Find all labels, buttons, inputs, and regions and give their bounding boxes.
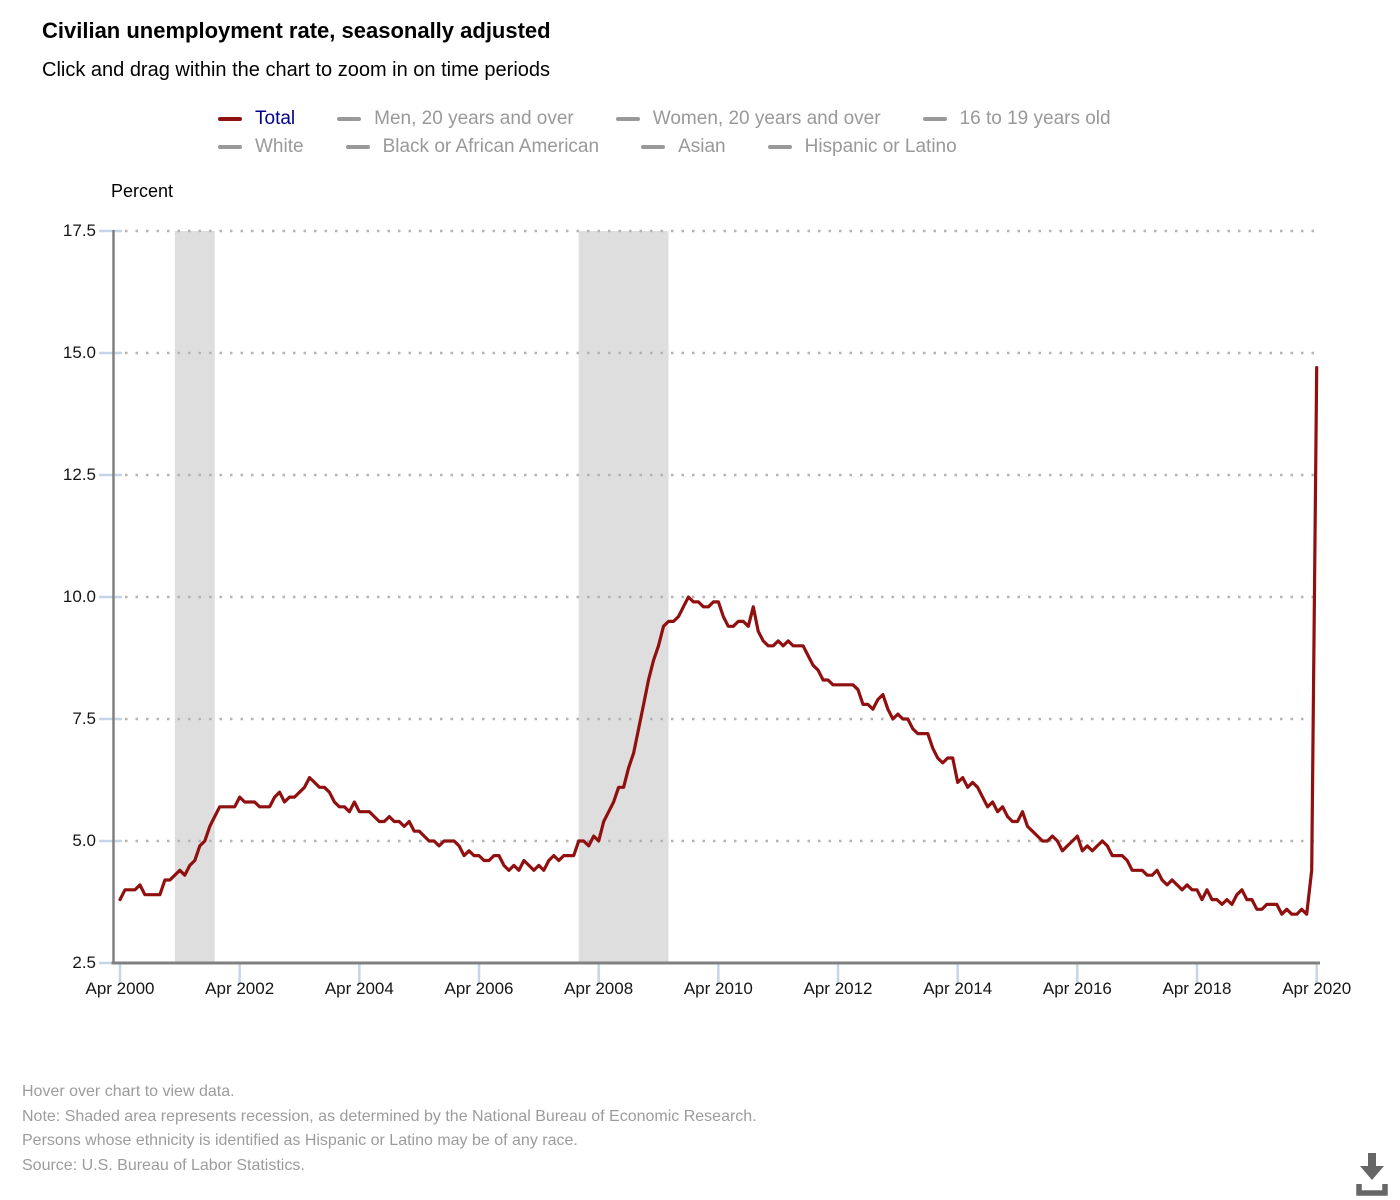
legend-swatch (218, 117, 242, 121)
legend-swatch (641, 145, 666, 149)
x-tick-label: Apr 2016 (1042, 979, 1112, 998)
legend-item-women-20-years-and-over[interactable]: Women, 20 years and over (615, 108, 881, 130)
x-tick-label: Apr 2014 (923, 979, 993, 998)
footer-note-recession: Note: Shaded area represents recession, … (22, 1107, 757, 1125)
y-tick-label: 12.5 (62, 465, 96, 484)
download-button[interactable] (1350, 1146, 1394, 1198)
legend-label: Women, 20 years and over (652, 108, 881, 129)
legend: Total Men, 20 years and over Women, 20 yea… (218, 105, 1278, 161)
x-tick-label: Apr 2018 (1162, 979, 1232, 998)
x-tick-label: Apr 2010 (683, 979, 753, 998)
legend-item-black-or-african-american[interactable]: Black or African American (345, 136, 600, 158)
x-tick-label: Apr 2000 (85, 979, 155, 998)
y-tick-label: 10.0 (62, 587, 96, 606)
legend-swatch (337, 117, 362, 121)
y-tick-label: 17.5 (62, 221, 96, 240)
legend-label: Hispanic or Latino (804, 136, 957, 157)
legend-item-asian[interactable]: Asian (641, 136, 726, 158)
legend-label: Asian (678, 136, 726, 157)
page-subtitle: Click and drag within the chart to zoom … (42, 59, 551, 81)
x-tick-label: Apr 2020 (1282, 979, 1352, 998)
y-tick-label: 7.5 (72, 709, 96, 728)
footer-source: Source: U.S. Bureau of Labor Statistics. (22, 1156, 305, 1174)
x-tick-label: Apr 2006 (444, 979, 514, 998)
footer-notes: Hover over chart to view data. Note: Sha… (22, 1080, 757, 1178)
chart-plot-area[interactable] (114, 231, 1321, 963)
y-tick-label: 2.5 (72, 953, 96, 972)
download-icon (1356, 1153, 1388, 1196)
legend-item-white[interactable]: White (218, 136, 304, 158)
x-tick-label: Apr 2004 (324, 979, 394, 998)
legend-label: White (255, 136, 304, 157)
y-axis-unit-label: Percent (111, 181, 174, 201)
legend-item-men-20-years-and-over[interactable]: Men, 20 years and over (337, 108, 574, 130)
footer-note-ethnicity: Persons whose ethnicity is identified as… (22, 1132, 578, 1149)
legend-label: Total (255, 108, 296, 129)
legend-swatch (345, 145, 370, 149)
y-tick-label: 15.0 (62, 343, 96, 362)
page-title: Civilian unemployment rate, seasonally a… (42, 18, 551, 43)
legend-item-total[interactable]: Total (218, 108, 295, 130)
legend-swatch (218, 145, 242, 149)
legend-swatch (767, 145, 792, 149)
footer-hover-hint: Hover over chart to view data. (22, 1083, 235, 1100)
y-tick-label: 5.0 (72, 831, 96, 850)
legend-label: Men, 20 years and over (374, 108, 574, 129)
x-tick-label: Apr 2008 (564, 979, 634, 998)
legend-label: 16 to 19 years old (959, 108, 1111, 129)
legend-swatch (922, 117, 947, 121)
x-tick-label: Apr 2012 (803, 979, 873, 998)
legend-swatch (615, 117, 640, 121)
legend-item-hispanic-or-latino[interactable]: Hispanic or Latino (767, 136, 957, 158)
x-tick-label: Apr 2002 (205, 979, 275, 998)
legend-row: Total Men, 20 years and over Women, 20 yea… (218, 105, 1278, 133)
legend-label: Black or African American (382, 136, 600, 157)
legend-item-16-to-19-years-old[interactable]: 16 to 19 years old (922, 108, 1111, 130)
legend-row: White Black or African American Asian Hispa… (218, 133, 1278, 161)
